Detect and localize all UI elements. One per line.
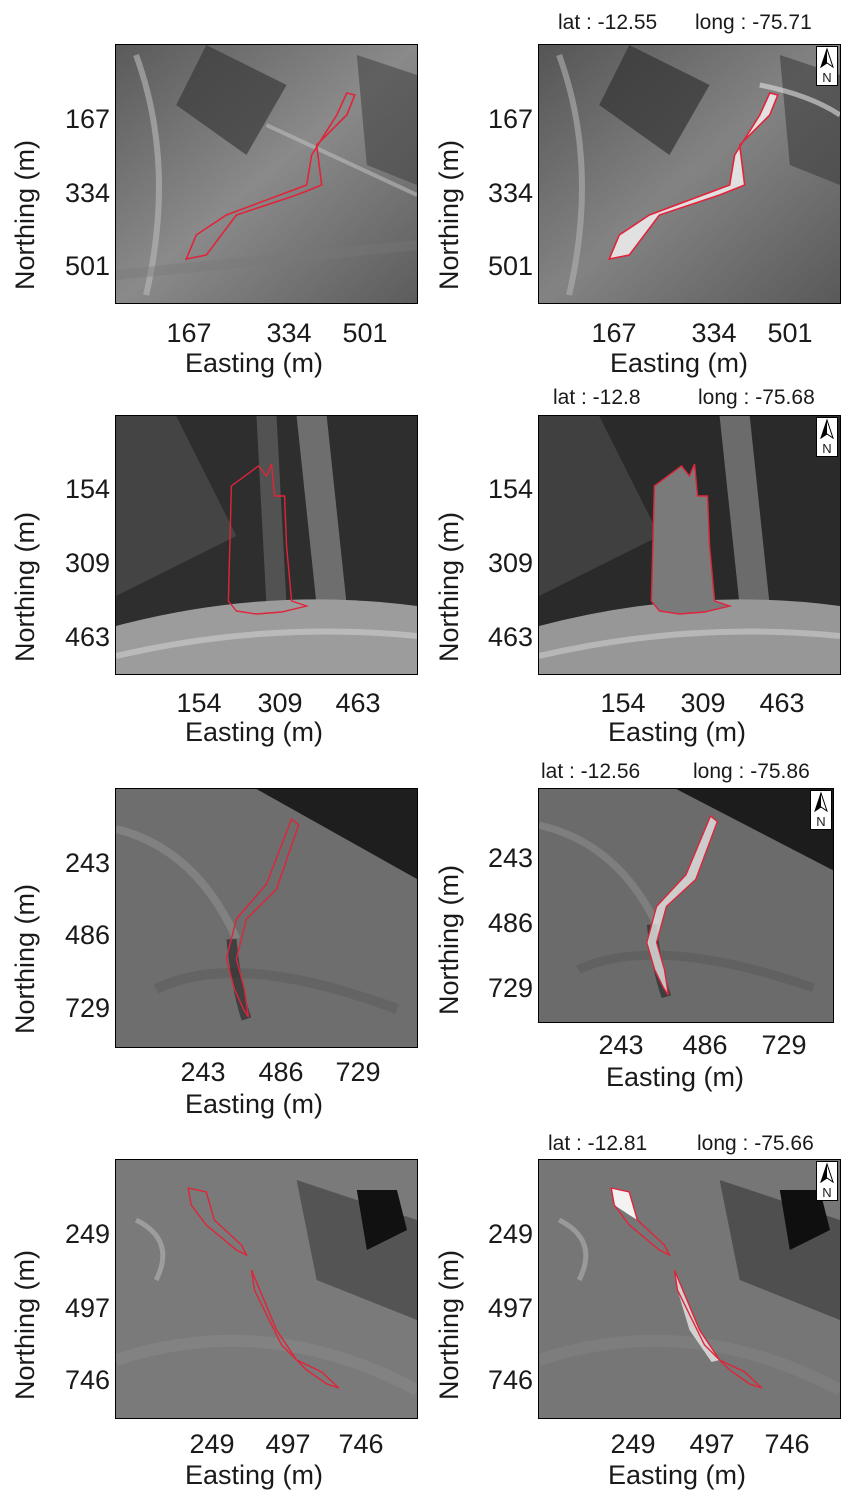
x-tick: 334 (266, 318, 312, 348)
satellite-image-before (115, 415, 418, 675)
y-tick: 334 (64, 178, 110, 208)
x-tick: 249 (610, 1429, 656, 1459)
y-tick: 501 (487, 251, 533, 281)
x-tick: 463 (759, 688, 805, 718)
y-tick: 501 (64, 251, 110, 281)
y-tick: 243 (487, 843, 533, 873)
y-tick: 497 (487, 1293, 533, 1323)
x-tick: 486 (682, 1030, 728, 1060)
y-tick: 167 (64, 104, 110, 134)
satellite-image-after (538, 788, 834, 1023)
x-tick: 746 (338, 1429, 384, 1459)
x-tick: 154 (600, 688, 646, 718)
x-axis-label: Easting (m) (185, 348, 324, 378)
y-axis-label: Northing (m) (10, 511, 40, 662)
y-tick: 729 (487, 973, 533, 1003)
long-readout: long : -75.86 (693, 760, 810, 783)
y-tick: 154 (64, 474, 110, 504)
long-readout: long : -75.71 (695, 11, 812, 34)
satellite-image-before (115, 788, 418, 1048)
y-tick: 746 (487, 1365, 533, 1395)
x-tick: 497 (265, 1429, 311, 1459)
y-tick: 729 (64, 993, 110, 1023)
x-tick: 486 (258, 1057, 304, 1087)
x-tick: 729 (335, 1057, 381, 1087)
north-arrow-icon: N (816, 1161, 838, 1201)
y-tick: 486 (487, 908, 533, 938)
satellite-image-before (115, 1159, 418, 1419)
x-tick: 167 (591, 318, 637, 348)
x-tick: 501 (767, 318, 813, 348)
x-axis-label: Easting (m) (185, 1089, 324, 1119)
x-tick: 243 (180, 1057, 226, 1087)
y-axis-label: Northing (m) (434, 864, 464, 1015)
lat-readout: lat : -12.81 (548, 1132, 648, 1155)
x-tick: 309 (680, 688, 726, 718)
y-axis-label: Northing (m) (10, 1249, 40, 1400)
north-label: N (822, 441, 832, 456)
long-readout: long : -75.68 (698, 386, 815, 409)
x-axis-label: Easting (m) (185, 717, 324, 747)
y-tick: 463 (64, 622, 110, 652)
x-axis-label: Easting (m) (610, 348, 749, 378)
north-label: N (822, 1185, 832, 1200)
x-axis-label: Easting (m) (606, 1062, 745, 1092)
y-tick: 486 (64, 920, 110, 950)
y-tick: 249 (64, 1219, 110, 1249)
x-tick: 334 (691, 318, 737, 348)
y-tick: 309 (487, 548, 533, 578)
y-tick: 243 (64, 848, 110, 878)
satellite-image-after (538, 44, 841, 304)
y-axis-label: Northing (m) (10, 139, 40, 290)
lat-readout: lat : -12.56 (541, 760, 641, 783)
y-axis-label: Northing (m) (434, 511, 464, 662)
x-tick: 249 (189, 1429, 235, 1459)
y-axis-label: Northing (m) (434, 139, 464, 290)
landslide-outline (225, 817, 300, 1018)
y-tick: 463 (487, 622, 533, 652)
y-tick: 167 (487, 104, 533, 134)
north-label: N (816, 814, 826, 829)
x-tick: 497 (689, 1429, 735, 1459)
y-tick: 334 (487, 178, 533, 208)
landslide-outline (184, 92, 356, 261)
x-tick: 154 (176, 688, 222, 718)
x-tick: 309 (257, 688, 303, 718)
x-tick: 746 (764, 1429, 810, 1459)
landslide-outline (610, 1187, 763, 1389)
landslide-outline (646, 815, 719, 996)
landslide-outline (187, 1187, 340, 1389)
y-tick: 309 (64, 548, 110, 578)
north-arrow-icon: N (810, 790, 832, 830)
x-axis-label: Easting (m) (608, 717, 747, 747)
x-tick: 463 (335, 688, 381, 718)
x-tick: 729 (761, 1030, 807, 1060)
x-tick: 243 (598, 1030, 644, 1060)
y-tick: 497 (64, 1293, 110, 1323)
y-axis-label: Northing (m) (434, 1249, 464, 1400)
x-axis-label: Easting (m) (185, 1460, 324, 1490)
lat-readout: lat : -12.55 (558, 11, 658, 34)
landslide-outline (650, 463, 733, 615)
landslide-outline (607, 92, 779, 261)
long-readout: long : -75.66 (697, 1132, 814, 1155)
north-arrow-icon: N (816, 417, 838, 457)
y-tick: 249 (487, 1219, 533, 1249)
y-tick: 154 (487, 474, 533, 504)
satellite-image-after (538, 415, 841, 675)
satellite-image-after (538, 1159, 841, 1419)
y-axis-label: Northing (m) (10, 883, 40, 1034)
y-tick: 746 (64, 1365, 110, 1395)
x-tick: 501 (342, 318, 388, 348)
x-tick: 167 (166, 318, 212, 348)
satellite-image-before (115, 44, 418, 304)
landslide-outline (227, 463, 310, 615)
north-arrow-icon: N (816, 46, 838, 86)
lat-readout: lat : -12.8 (553, 386, 641, 409)
north-label: N (822, 70, 832, 85)
x-axis-label: Easting (m) (608, 1460, 747, 1490)
